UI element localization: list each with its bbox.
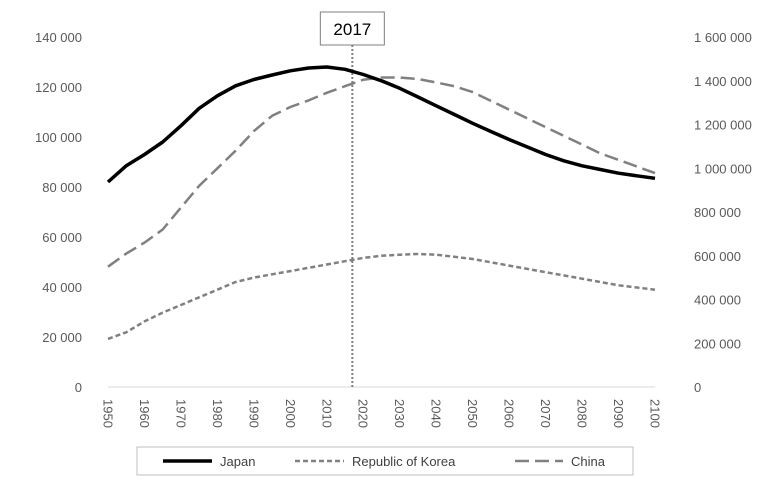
right-axis-tick-label: 1 600 000: [694, 30, 752, 45]
series-layer: [106, 65, 656, 341]
right-axis-tick-label: 1 000 000: [694, 161, 752, 176]
x-axis-tick-label: 2020: [356, 399, 371, 428]
legend-label-china: China: [571, 454, 606, 469]
x-axis-tick-label: 2080: [575, 399, 590, 428]
x-axis-tick-label: 1970: [173, 399, 188, 428]
x-axis-tick-label: 2010: [319, 399, 334, 428]
x-axis-tick-label: 1960: [137, 399, 152, 428]
legend-label-republic-of-korea: Republic of Korea: [352, 454, 456, 469]
right-axis-tick-label: 1 200 000: [694, 118, 752, 133]
series-line-republic-of-korea: [107, 252, 656, 341]
right-axis-tick-label: 0: [694, 380, 701, 395]
x-axis-tick-label: 2090: [611, 399, 626, 428]
x-axis-tick-label: 2000: [283, 399, 298, 428]
legend-box: [136, 446, 634, 476]
right-axis-tick-label: 600 000: [694, 249, 741, 264]
annotation-box: [319, 11, 385, 46]
series-line-china: [107, 76, 656, 268]
annotation-layer: 2017: [319, 11, 385, 387]
left-axis-tick-label: 140 000: [35, 30, 82, 45]
right-axis-tick-label: 400 000: [694, 293, 741, 308]
series-line-japan: [106, 65, 656, 184]
right-axis-tick-label: 1 400 000: [694, 74, 752, 89]
left-axis-tick-label: 60 000: [42, 230, 82, 245]
legend-label-japan: Japan: [220, 454, 255, 469]
x-axis-tick-label: 2100: [647, 399, 662, 428]
left-axis-ticks: 0 20 000 40 000 60 000 80 000 100 000 120 000 1…: [35, 30, 82, 395]
x-axis-tick-label: 2060: [502, 399, 517, 428]
left-axis-tick-label: 0: [75, 380, 82, 395]
x-axis-tick-label: 2040: [429, 399, 444, 428]
left-axis-tick-label: 120 000: [35, 80, 82, 95]
right-axis-tick-label: 200 000: [694, 336, 741, 351]
left-axis-tick-label: 80 000: [42, 180, 82, 195]
left-axis-tick-label: 40 000: [42, 280, 82, 295]
left-axis-tick-label: 100 000: [35, 130, 82, 145]
legend: Japan Republic of Korea China: [136, 446, 634, 476]
left-axis-tick-label: 20 000: [42, 330, 82, 345]
x-axis-tick-label: 1950: [100, 399, 115, 428]
annotation-label: 2017: [333, 20, 371, 39]
x-axis-tick-label: 2070: [538, 399, 553, 428]
right-axis-ticks: 0 200 000 400 000 600 000 800 000 1 000 000 1 …: [694, 30, 752, 395]
x-axis-tick-label: 2050: [465, 399, 480, 428]
x-axis-ticks: 1950 1960 1970 1980 1990 2000 2010 2020 2030 2040…: [100, 399, 662, 428]
x-axis-tick-label: 1980: [210, 399, 225, 428]
x-axis-tick-label: 2030: [392, 399, 407, 428]
x-axis-tick-label: 1990: [246, 399, 261, 428]
right-axis-tick-label: 800 000: [694, 205, 741, 220]
